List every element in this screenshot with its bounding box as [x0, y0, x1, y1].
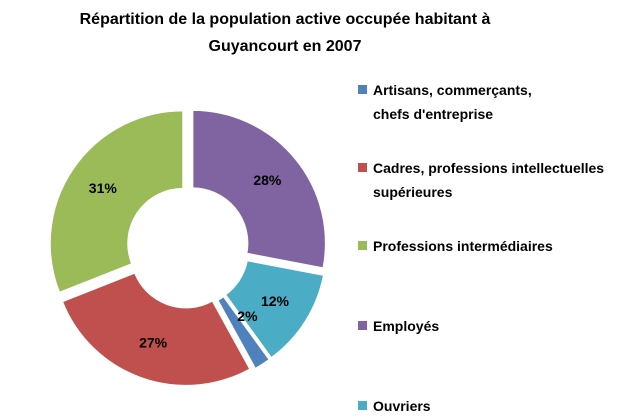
- legend-label: Employés: [373, 318, 440, 334]
- pie-slice: [216, 295, 271, 370]
- legend-item: Cadres, professions intellectuelles supé…: [358, 156, 608, 204]
- chart-title: Répartition de la population active occu…: [79, 11, 491, 55]
- data-label: 28%: [253, 172, 282, 188]
- legend-item: Ouvriers: [358, 394, 623, 417]
- legend-label: Cadres, professions intellectuelles supé…: [373, 160, 605, 200]
- data-label: 2%: [237, 308, 258, 324]
- legend-label: Ouvriers: [373, 398, 431, 414]
- legend-swatch: [358, 163, 367, 172]
- pie-slice: [49, 109, 184, 294]
- pie-slice: [191, 109, 327, 269]
- data-label: 31%: [89, 180, 118, 196]
- legend-swatch: [358, 241, 367, 250]
- legend-swatch: [358, 321, 367, 330]
- legend-item: Professions intermédiaires: [358, 234, 623, 258]
- legend-item: Artisans, commerçants, chefs d'entrepris…: [358, 78, 548, 126]
- legend-item: Employés: [358, 314, 623, 338]
- data-label: 12%: [261, 293, 290, 309]
- pie-slice: [61, 271, 252, 387]
- legend-swatch: [358, 401, 367, 410]
- pie-slice: [224, 259, 325, 359]
- legend-label: Professions intermédiaires: [373, 238, 553, 254]
- legend-swatch: [358, 85, 367, 94]
- legend-label: Artisans, commerçants, chefs d'entrepris…: [373, 82, 532, 122]
- data-label: 27%: [139, 335, 168, 351]
